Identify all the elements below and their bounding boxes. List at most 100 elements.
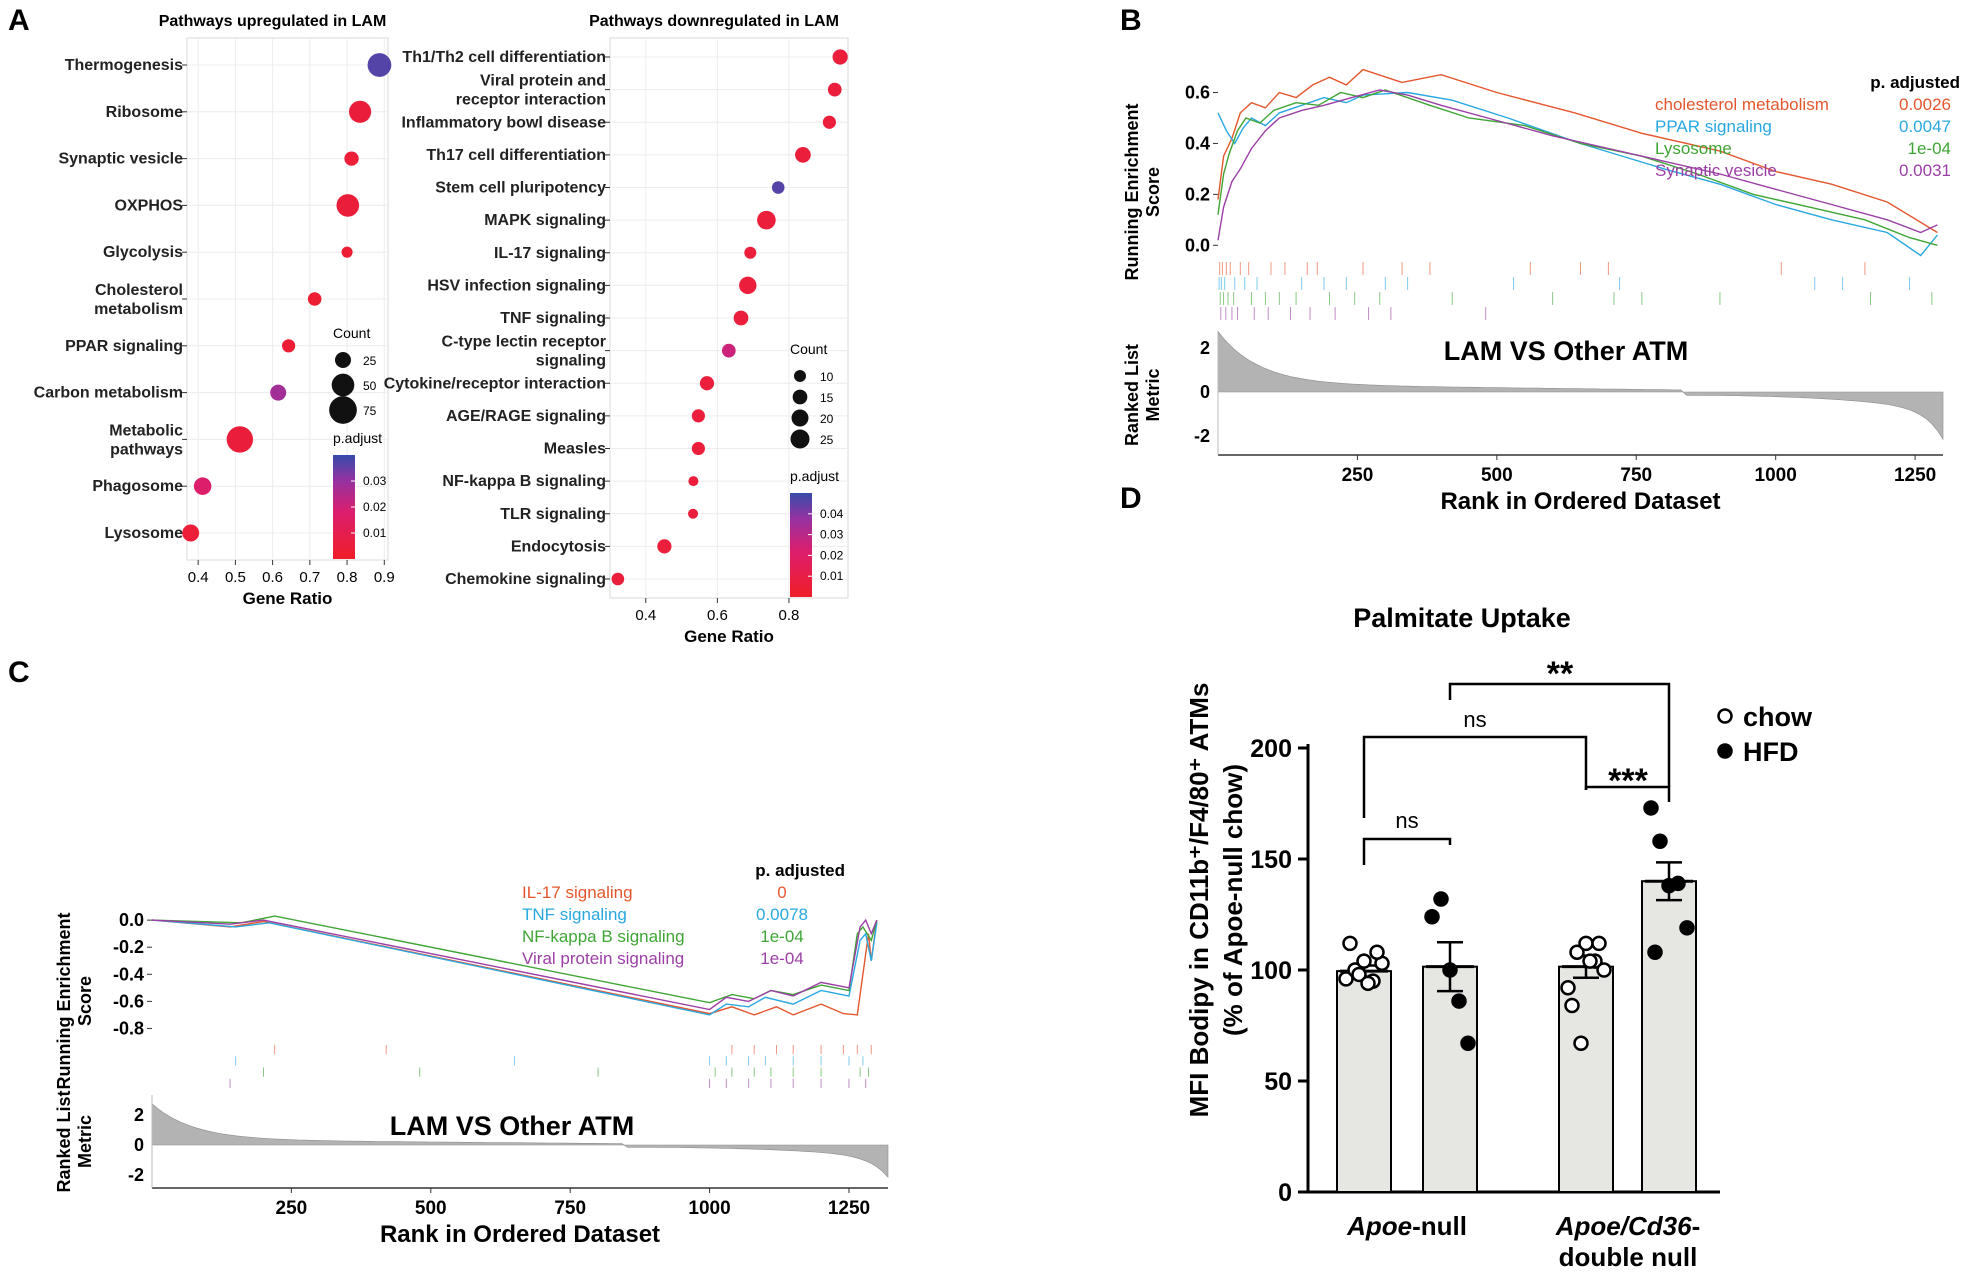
x-tick-label: 0.6 <box>262 569 283 586</box>
significance-bracket <box>1448 682 1671 787</box>
panel-label-d: D <box>1120 482 1142 515</box>
y-tick-label: -0.8 <box>113 1018 144 1038</box>
panel-label-b: B <box>1120 4 1142 37</box>
data-point <box>822 115 836 129</box>
color-bar <box>333 455 355 559</box>
category-label: Endocytosis <box>511 538 606 555</box>
data-point <box>1369 944 1385 960</box>
category-label: Thermogenesis <box>65 57 183 74</box>
gsea-plot-c: 0.0 -0.2 -0.4 -0.6 -0.8 Running EnrichmentSco… <box>54 861 889 1248</box>
category-label: Phagosome <box>92 478 183 495</box>
data-point <box>827 82 842 97</box>
legend-padj: 0.0078 <box>756 905 808 924</box>
enrichment-line <box>1217 89 1938 241</box>
category-label: OXPHOS <box>115 197 184 214</box>
y-tick-label: 150 <box>1250 846 1292 874</box>
y-axis-label-bottom: Ranked ListMetric <box>1122 344 1163 446</box>
ranked-metric-area <box>1217 330 1944 441</box>
metric-tick-label: 0 <box>134 1135 144 1155</box>
legend-name: cholesterol metabolism <box>1655 95 1829 114</box>
size-legend-label: 25 <box>820 433 834 447</box>
y-tick-label: 50 <box>1264 1068 1292 1096</box>
color-bar-label: 0.02 <box>363 500 387 514</box>
data-point <box>1442 962 1458 978</box>
data-point <box>688 508 699 519</box>
y-tick-label: 0.0 <box>1185 235 1210 255</box>
size-legend-dot <box>329 396 357 424</box>
data-point <box>193 477 212 495</box>
category-label: Th1/Th2 cell differentiation <box>402 49 606 66</box>
data-point <box>1670 875 1686 892</box>
y-tick-label: 0.4 <box>1185 133 1210 153</box>
legend-name: IL-17 signaling <box>522 883 633 902</box>
y-tick-label: 100 <box>1250 957 1292 985</box>
data-point <box>336 194 360 217</box>
data-point <box>1338 971 1354 987</box>
data-point <box>744 246 757 259</box>
legend-padj: 1e-04 <box>1908 139 1951 158</box>
y-tick-label: -0.6 <box>113 991 144 1011</box>
data-point <box>270 384 287 401</box>
x-axis-label: Gene Ratio <box>243 589 333 608</box>
metric-tick-label: 2 <box>134 1105 144 1125</box>
x-tick-label: 0.6 <box>707 607 728 624</box>
data-point <box>226 426 254 453</box>
data-point <box>367 53 392 77</box>
y-tick-label: -0.4 <box>113 964 144 984</box>
x-tick-label: 500 <box>1481 465 1513 486</box>
significance-bracket <box>1362 735 1588 818</box>
legend-name: PPAR signaling <box>1655 117 1772 136</box>
enrichment-line <box>1217 89 1938 246</box>
y-tick-label: 0.2 <box>1185 184 1210 204</box>
enrichment-line <box>1217 68 1938 234</box>
significance-label: ns <box>1463 707 1486 732</box>
size-legend-dot <box>793 369 807 383</box>
x-tick-label: 1000 <box>1755 465 1797 486</box>
color-bar-label: 0.01 <box>363 526 387 540</box>
category-label: Cytokine/receptor interaction <box>384 375 606 392</box>
x-tick-label: 0.4 <box>188 569 209 586</box>
chart-title: LAM VS Other ATM <box>390 1111 635 1141</box>
size-legend-label: 10 <box>820 370 834 384</box>
size-legend-label: 20 <box>820 412 834 426</box>
bar <box>1336 970 1392 1193</box>
group-label: Apoe/Cd36- <box>1555 1211 1700 1241</box>
dotplot-downregulated: Pathways downregulated in LAM Th1/Th2 cel… <box>384 13 849 646</box>
size-legend-label: 75 <box>363 404 377 418</box>
bar <box>1422 965 1478 1193</box>
legend-padj: 0.0026 <box>1899 95 1951 114</box>
category-label: PPAR signaling <box>65 338 183 355</box>
data-point <box>182 524 200 542</box>
significance-label: ns <box>1395 808 1418 833</box>
size-legend-label: 15 <box>820 391 834 405</box>
category-label: Inflammatory bowl disease <box>401 114 606 131</box>
legend-padj: 1e-04 <box>760 949 803 968</box>
legend-label: chow <box>1743 702 1813 732</box>
data-point <box>1596 962 1612 978</box>
gsea-plot-b: 0.0 0.2 0.4 0.6 Running EnrichmentScore Ranke… <box>1122 68 1960 515</box>
data-point <box>699 376 715 391</box>
category-label: Chemokine signaling <box>445 571 606 588</box>
x-tick-label: 250 <box>276 1198 308 1219</box>
color-bar-label: 0.03 <box>820 528 844 542</box>
category-label: Stem cell pluripotency <box>435 180 606 197</box>
x-tick-label: 750 <box>554 1198 586 1219</box>
data-point <box>1578 935 1594 952</box>
data-point <box>1451 993 1467 1009</box>
data-point <box>611 572 625 586</box>
color-bar-label: 0.04 <box>820 507 844 521</box>
data-point <box>733 310 749 326</box>
data-point <box>657 539 672 554</box>
y-axis-label-top: Running EnrichmentScore <box>54 913 95 1090</box>
chart-title: Pathways upregulated in LAM <box>159 13 387 30</box>
x-tick-label: 0.4 <box>635 607 656 624</box>
significance-bracket <box>1584 785 1671 802</box>
data-point <box>282 339 296 353</box>
enrichment-line <box>151 919 878 1016</box>
x-tick-label: 0.9 <box>374 569 395 586</box>
data-point <box>1647 944 1663 960</box>
enrichment-line <box>151 918 878 1011</box>
dotplot-upregulated: Pathways upregulated in LAM Thermogenesis… <box>34 13 395 608</box>
data-point <box>1433 891 1449 907</box>
